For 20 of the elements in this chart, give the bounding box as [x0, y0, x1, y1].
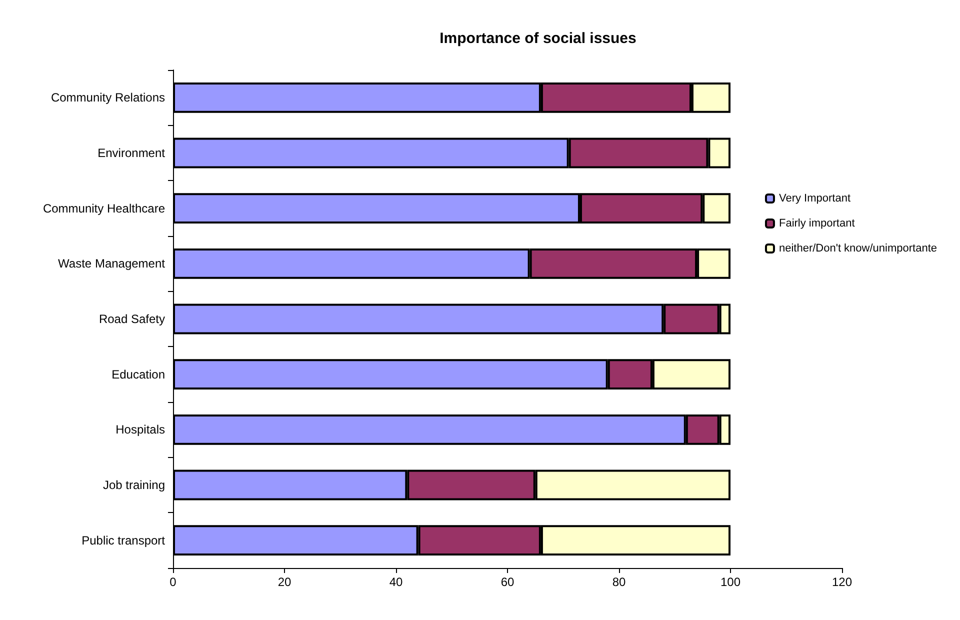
y-tick-label: Public transport [82, 533, 166, 548]
y-tick-label: Education [112, 367, 165, 382]
y-tick-label: Job training [102, 478, 165, 492]
y-tick-label: Hospitals [116, 422, 165, 437]
y-tick-label: Community Healthcare [42, 201, 166, 216]
x-tick-label: 100 [720, 575, 741, 589]
x-tick-label: 40 [389, 575, 403, 589]
chart-title: Importance of social issues [440, 30, 636, 47]
x-tick-label: 20 [278, 575, 292, 589]
x-tick-label: 80 [612, 575, 626, 589]
legend-label: Very Important [778, 192, 851, 204]
legend-label: neither/Don't know/unimportante [778, 242, 938, 254]
y-tick-label: Road Safety [98, 312, 165, 326]
x-tick-label: 0 [170, 575, 177, 589]
y-tick-label: Community Relations [50, 90, 165, 105]
x-tick-label: 60 [500, 575, 514, 589]
y-tick-label: Environment [98, 146, 166, 160]
x-tick-label: 120 [832, 575, 852, 589]
y-tick-label: Waste Management [58, 256, 166, 271]
legend-label: Fairly important [778, 218, 855, 230]
